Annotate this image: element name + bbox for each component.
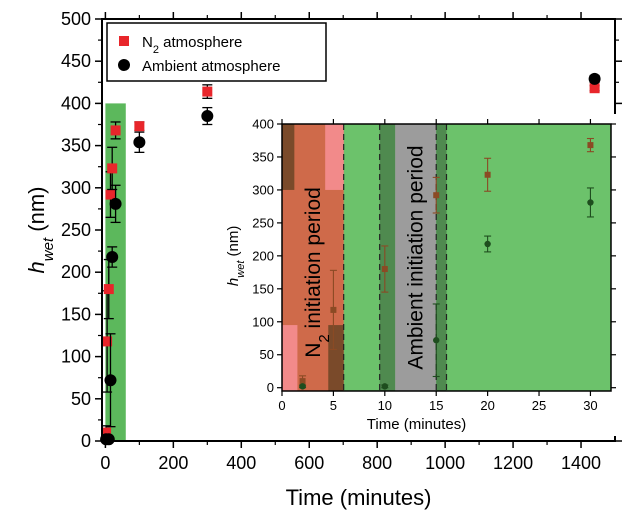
legend-label-n2-rest: atmosphere xyxy=(159,34,242,51)
legend-box xyxy=(106,22,327,82)
inset-series-0 xyxy=(299,137,594,387)
legend-label-n2-sub: 2 xyxy=(153,44,159,56)
y-tick-label: 350 xyxy=(61,136,91,156)
inset-y-tick-label: 0 xyxy=(267,380,274,395)
inset-x-tick-label: 5 xyxy=(330,398,337,413)
y-axis-title-main: h xyxy=(24,261,49,273)
inset-y-axis-title-rest: (nm) xyxy=(225,226,242,261)
inset-x-tick-label: 30 xyxy=(583,398,597,413)
y-tick-label: 150 xyxy=(61,304,91,324)
ambient-initiation-label: Ambient initiation period xyxy=(405,145,428,369)
inset-point-square xyxy=(433,192,440,199)
inset-y-tick-label: 50 xyxy=(260,347,274,362)
x-tick-label: 1400 xyxy=(561,453,601,473)
inset-x-axis-title: Time (minutes) xyxy=(367,416,466,433)
inset-x-tick-label: 10 xyxy=(378,398,392,413)
x-tick-label: 1200 xyxy=(493,453,533,473)
overlay-block xyxy=(328,325,344,391)
data-point-circle xyxy=(588,72,601,85)
inset-y-axis-title: hwet (nm) xyxy=(225,226,247,286)
inset-y-tick-label: 400 xyxy=(252,117,274,132)
inset-x-tick-label: 15 xyxy=(429,398,443,413)
data-point-square xyxy=(103,284,114,295)
y-tick-label: 250 xyxy=(61,220,91,240)
inset-point-square xyxy=(381,266,388,273)
data-point-circle xyxy=(102,433,115,446)
legend-label-n2: N2 atmosphere xyxy=(142,34,242,56)
data-point-circle xyxy=(106,251,119,264)
data-point-circle xyxy=(109,197,122,210)
x-tick-label: 400 xyxy=(226,453,256,473)
inset-point-circle xyxy=(484,240,491,248)
y-tick-label: 500 xyxy=(61,9,91,29)
overlay-block xyxy=(282,325,298,391)
n2-initiation-label: N2 initiation period xyxy=(302,187,333,358)
y-tick-label: 400 xyxy=(61,93,91,113)
n2-initiation-label-rest: initiation period xyxy=(302,187,325,334)
data-point-square xyxy=(110,125,121,136)
inset-y-axis-title-main: h xyxy=(225,278,242,286)
overlay-block xyxy=(436,124,447,391)
inset-x-tick-label: 25 xyxy=(532,398,546,413)
y-tick-label: 200 xyxy=(61,262,91,282)
main-series-0 xyxy=(101,83,600,440)
initiation-region-1 xyxy=(395,124,437,391)
y-tick-label: 300 xyxy=(61,178,91,198)
x-axis-title: Time (minutes) xyxy=(286,485,432,510)
inset-y-tick-label: 200 xyxy=(252,248,274,263)
inset-y-tick-label: 150 xyxy=(252,281,274,296)
y-axis-title-sub: wet xyxy=(40,237,57,261)
inset-point-circle xyxy=(299,383,306,390)
inset-series-1 xyxy=(299,187,594,390)
n2-initiation-label-main: N xyxy=(302,343,325,358)
overlay-block xyxy=(325,124,344,190)
data-point-square xyxy=(134,121,145,132)
inset-point-square xyxy=(299,378,306,385)
x-tick-label: 800 xyxy=(362,453,392,473)
n2-initiation-label-sub: 2 xyxy=(315,334,332,342)
data-point-square xyxy=(589,83,600,94)
inset-point-circle xyxy=(381,383,389,390)
data-point-square xyxy=(202,86,213,97)
y-tick-label: 0 xyxy=(81,431,91,451)
data-point-circle xyxy=(133,136,146,149)
inset-point-circle xyxy=(433,337,440,344)
y-axis-title: hwet (nm) xyxy=(24,187,57,274)
inset-y-tick-label: 100 xyxy=(252,314,274,329)
legend-marker-circle xyxy=(118,59,130,71)
inset-point-square xyxy=(330,306,337,313)
data-point-circle xyxy=(104,374,117,387)
x-tick-label: 200 xyxy=(158,453,188,473)
inset-point-square xyxy=(484,171,491,178)
inset-x-tick-label: 20 xyxy=(480,398,494,413)
data-point-circle xyxy=(201,110,214,123)
overlay-block xyxy=(379,124,396,391)
inset-frame xyxy=(281,123,612,392)
y-tick-label: 100 xyxy=(61,347,91,367)
data-point-square xyxy=(107,163,118,174)
inset-point-circle xyxy=(587,199,594,206)
x-tick-label: 1000 xyxy=(425,453,465,473)
y-axis-title-rest: (nm) xyxy=(24,187,49,238)
inset-y-tick-label: 350 xyxy=(252,149,274,164)
data-point-square xyxy=(101,427,112,438)
x-tick-label: 0 xyxy=(100,453,110,473)
inset-y-tick-label: 300 xyxy=(252,182,274,197)
inset-point-square xyxy=(587,142,594,149)
data-point-square xyxy=(105,189,116,200)
inset-x-tick-label: 0 xyxy=(278,398,285,413)
legend-label-n2-main: N xyxy=(142,34,153,51)
inset-y-tick-label: 250 xyxy=(252,215,274,230)
y-tick-label: 50 xyxy=(71,389,91,409)
data-point-square xyxy=(102,336,113,347)
x-tick-label: 600 xyxy=(294,453,324,473)
y-tick-label: 450 xyxy=(61,51,91,71)
inset-y-axis-title-sub: wet xyxy=(235,260,247,278)
legend-marker-square xyxy=(119,36,129,46)
legend-label-ambient: Ambient atmosphere xyxy=(142,58,280,75)
overlay-block xyxy=(282,124,295,190)
